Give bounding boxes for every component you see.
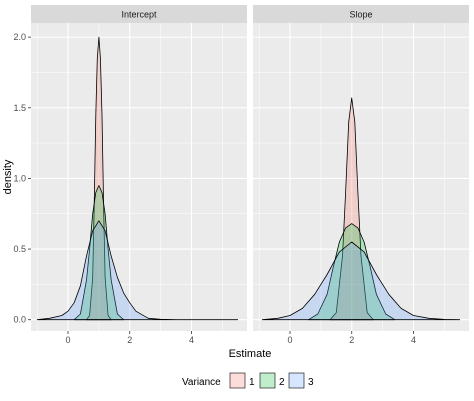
legend-label-1: 1 xyxy=(249,377,255,388)
density-area-variance-1 xyxy=(86,36,112,321)
panel-slope: Slope xyxy=(253,5,469,331)
x-tick-label: 4 xyxy=(189,335,194,345)
strip-slope xyxy=(253,5,469,23)
y-tick-label: 1.5 xyxy=(13,103,26,113)
density-area-variance-2 xyxy=(308,223,396,321)
x-axis-title: Estimate xyxy=(229,348,272,360)
strip-title-slope: Slope xyxy=(349,10,372,20)
legend-key-2 xyxy=(259,372,276,389)
plot-area-intercept xyxy=(31,23,247,331)
x-tick-label: 0 xyxy=(66,335,71,345)
x-tick-label: 0 xyxy=(288,335,293,345)
legend: Variance 1 2 3 xyxy=(182,372,314,389)
panel-intercept: Intercept xyxy=(31,5,247,331)
y-axis-title: density xyxy=(2,159,14,194)
x-tick-label: 2 xyxy=(349,335,354,345)
y-tick-label: 1.0 xyxy=(13,173,26,183)
plot-area-slope xyxy=(253,23,469,331)
legend-label-2: 2 xyxy=(279,377,285,388)
legend-label-3: 3 xyxy=(308,377,314,388)
strip-title-intercept: Intercept xyxy=(121,10,157,20)
density-curves-intercept xyxy=(36,36,239,321)
density-curves-slope xyxy=(261,97,461,321)
y-tick-label: 0.0 xyxy=(13,315,26,325)
x-axis: 0 2 4 0 2 4 xyxy=(66,331,416,345)
x-tick-label: 4 xyxy=(411,335,416,345)
x-tick-label: 2 xyxy=(127,335,132,345)
y-tick-label: 0.5 xyxy=(13,244,26,254)
y-axis: 0.0 0.5 1.0 1.5 2.0 xyxy=(13,32,31,325)
legend-title: Variance xyxy=(182,377,221,388)
legend-key-3 xyxy=(288,372,305,389)
density-area-variance-2 xyxy=(73,185,124,321)
y-tick-label: 2.0 xyxy=(13,32,26,42)
density-area-variance-1 xyxy=(329,97,374,321)
density-area-variance-3 xyxy=(36,220,239,321)
strip-intercept xyxy=(31,5,247,23)
density-area-variance-3 xyxy=(261,241,461,321)
legend-key-1 xyxy=(229,372,246,389)
